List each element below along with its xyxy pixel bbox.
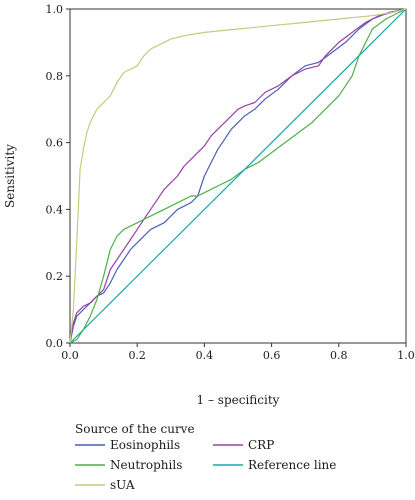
series-line-neutrophils <box>69 8 407 344</box>
x-axis-label: 1 – specificity <box>197 393 280 407</box>
x-tick-label: 0.0 <box>61 349 79 362</box>
y-tick-label: 0.8 <box>46 70 64 83</box>
x-tick-label: 0.2 <box>128 349 146 362</box>
series-line-reference-line <box>69 8 407 344</box>
series-line-crp <box>69 8 407 344</box>
legend-label-sua: sUA <box>110 478 135 492</box>
series-line-eosinophils <box>69 8 407 344</box>
x-tick-label: 0.6 <box>263 349 281 362</box>
x-tick-label: 0.8 <box>330 349 348 362</box>
ticks-layer: 0.0 0.2 0.4 0.6 0.8 1.0 0.0 0.2 0.4 0.6 0.8 1.0 <box>46 3 415 362</box>
series-line-sua <box>69 8 407 344</box>
series-layer <box>69 8 407 344</box>
plot-frame <box>69 8 407 344</box>
y-tick-label: 0.2 <box>46 270 64 283</box>
legend-title: Source of the curve <box>75 422 195 436</box>
legend-label-eosinophils: Eosinophils <box>110 438 180 452</box>
x-tick-label: 0.4 <box>196 349 214 362</box>
legend-label-reference-line: Reference line <box>248 458 336 472</box>
y-tick-label: 0.4 <box>46 203 64 216</box>
legend: Source of the curve Eosinophils CRP Neutro… <box>75 422 336 492</box>
legend-label-crp: CRP <box>248 438 274 452</box>
y-tick-label: 0.0 <box>46 337 64 350</box>
y-tick-label: 1.0 <box>46 3 64 16</box>
plot-axes <box>69 8 407 344</box>
x-tick-label: 1.0 <box>397 349 415 362</box>
y-axis-label: Sensitivity <box>3 144 17 208</box>
legend-label-neutrophils: Neutrophils <box>110 458 182 472</box>
y-tick-label: 0.6 <box>46 137 64 150</box>
